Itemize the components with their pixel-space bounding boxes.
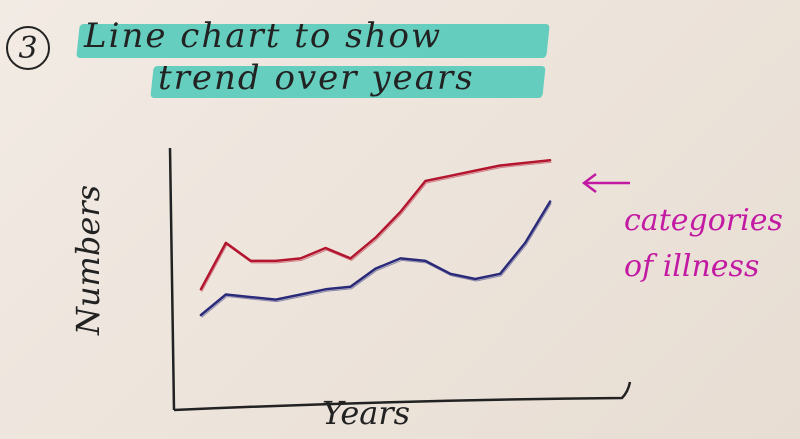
- chart-axes: [168, 147, 632, 412]
- step-number: 3: [18, 30, 38, 66]
- series-line-1-shadow: [201, 161, 552, 292]
- x-axis-line: [173, 381, 632, 412]
- series-annotation: categories of illness: [624, 198, 800, 290]
- annotation-line-2: of illness: [624, 249, 760, 284]
- annotation-line-1: categories: [624, 203, 783, 238]
- arrow-icon: [581, 173, 630, 193]
- y-axis-line: [168, 147, 176, 411]
- x-axis-label: Years: [322, 394, 411, 432]
- series-line-2-shadow: [201, 203, 552, 318]
- chart-title-line-2: trend over years: [158, 58, 475, 98]
- series-line-2: [199, 200, 552, 317]
- chart-title-line-1: Line chart to show: [84, 16, 443, 56]
- series-line-1: [199, 159, 552, 291]
- y-axis-label: Numbers: [69, 184, 107, 336]
- step-number-circle: 3: [6, 26, 50, 70]
